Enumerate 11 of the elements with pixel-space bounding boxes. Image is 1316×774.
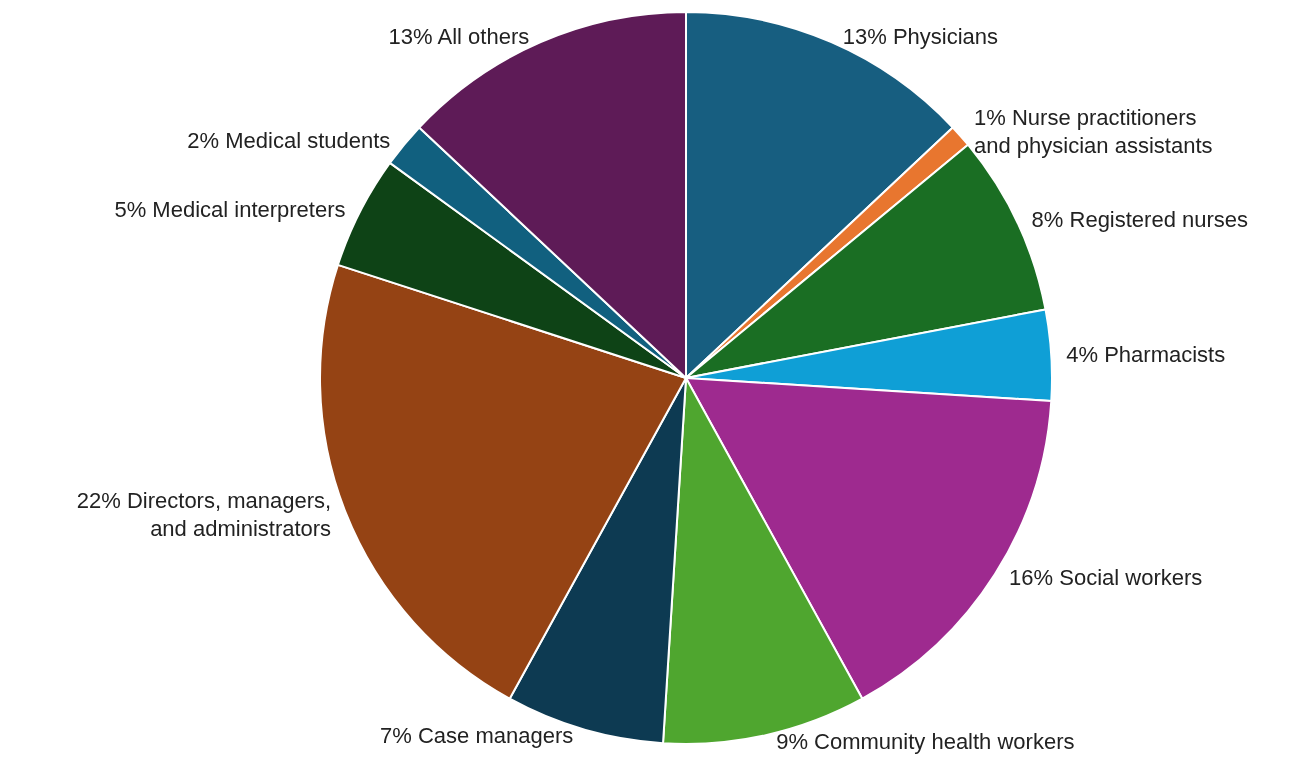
slice-label: 7% Case managers: [380, 722, 574, 748]
slice-label: 8% Registered nurses: [1031, 207, 1249, 233]
slice-label: 4% Pharmacists: [1066, 342, 1226, 368]
slice-label: 13% Physicians: [842, 24, 999, 50]
slice-label: 1% Nurse practitioners and physician assistants: [974, 105, 1213, 159]
slice-label: 9% Community health workers: [776, 728, 1075, 754]
slice-label: 13% All others: [388, 24, 530, 50]
slice-label: 5% Medical interpreters: [114, 196, 346, 222]
slice-label: 2% Medical students: [187, 128, 391, 154]
slice-label: 16% Social workers: [1009, 564, 1203, 590]
slice-label: 22% Directors, managers, and administrators: [76, 488, 332, 542]
